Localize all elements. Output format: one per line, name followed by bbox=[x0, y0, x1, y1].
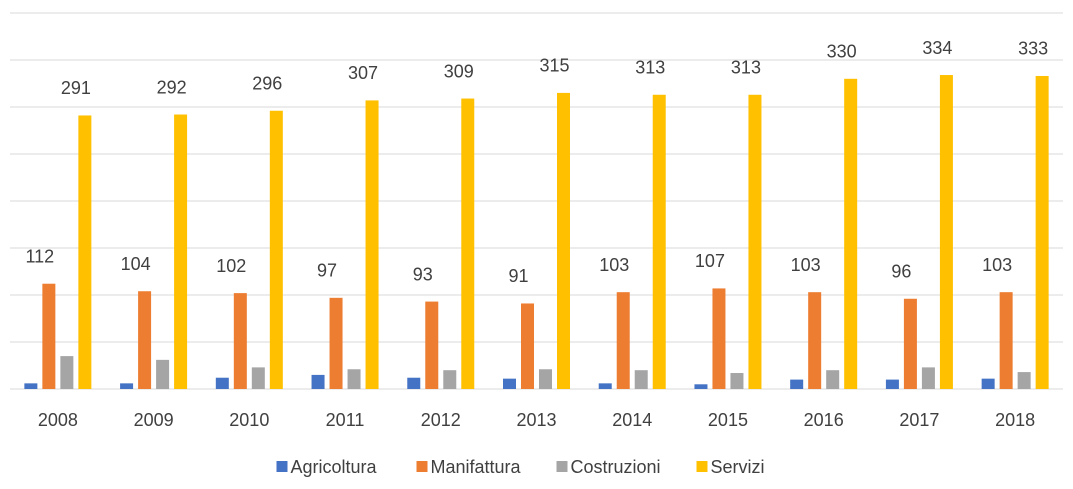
data-label: 93 bbox=[413, 264, 433, 284]
bar bbox=[347, 369, 361, 389]
data-label: 103 bbox=[791, 255, 821, 275]
data-label: 112 bbox=[26, 246, 55, 266]
bar bbox=[1035, 75, 1049, 389]
bar bbox=[712, 288, 726, 389]
bar bbox=[269, 110, 283, 389]
bar bbox=[60, 356, 74, 389]
data-label: 309 bbox=[444, 61, 474, 81]
x-tick-label: 2016 bbox=[804, 410, 844, 430]
data-label: 313 bbox=[731, 58, 761, 78]
bar bbox=[730, 373, 744, 389]
bar bbox=[539, 369, 552, 389]
data-label: 334 bbox=[922, 38, 952, 58]
x-tick-label: 2011 bbox=[326, 410, 365, 430]
x-tick-label: 2014 bbox=[612, 410, 652, 430]
bar bbox=[503, 378, 516, 389]
data-label: 333 bbox=[1018, 39, 1048, 59]
legend-swatch bbox=[416, 461, 428, 472]
bar bbox=[138, 291, 152, 389]
data-label: 104 bbox=[121, 254, 151, 274]
data-label: 107 bbox=[695, 251, 725, 271]
bar bbox=[443, 370, 457, 389]
data-label: 103 bbox=[599, 255, 629, 275]
data-label: 296 bbox=[252, 74, 282, 94]
data-label: 292 bbox=[157, 77, 187, 97]
x-tick-label: 2017 bbox=[899, 410, 939, 430]
bar bbox=[174, 114, 188, 390]
data-label: 96 bbox=[891, 262, 911, 282]
data-label: 103 bbox=[982, 255, 1012, 275]
bar bbox=[521, 303, 534, 389]
x-tick-label: 2018 bbox=[995, 410, 1035, 430]
bar bbox=[425, 301, 439, 389]
x-tick-label: 2009 bbox=[134, 410, 174, 430]
x-tick-label: 2012 bbox=[421, 410, 461, 430]
bar bbox=[311, 374, 325, 389]
bar bbox=[999, 292, 1013, 389]
bar bbox=[251, 367, 265, 389]
legend-swatch bbox=[276, 461, 288, 472]
bar bbox=[329, 297, 343, 389]
bar bbox=[24, 383, 38, 389]
bar bbox=[981, 378, 995, 389]
bar bbox=[790, 379, 804, 389]
bar bbox=[1017, 372, 1031, 389]
bar bbox=[844, 78, 858, 390]
bar bbox=[921, 367, 935, 389]
bar bbox=[557, 92, 570, 390]
bar bbox=[461, 98, 475, 389]
data-label: 313 bbox=[635, 58, 665, 78]
bar bbox=[748, 94, 762, 389]
x-tick-label: 2013 bbox=[516, 410, 556, 430]
bar bbox=[903, 298, 917, 389]
data-label: 102 bbox=[216, 256, 246, 276]
data-label: 91 bbox=[508, 266, 528, 286]
bar bbox=[652, 94, 666, 389]
legend-swatch bbox=[556, 461, 568, 472]
data-label: 330 bbox=[827, 42, 857, 62]
bar bbox=[694, 384, 708, 389]
bar bbox=[885, 379, 899, 389]
legend-label: Costruzioni bbox=[571, 457, 661, 477]
bar bbox=[634, 370, 648, 389]
bar bbox=[939, 75, 953, 389]
data-label: 307 bbox=[348, 63, 378, 83]
bar bbox=[365, 100, 379, 390]
data-label: 291 bbox=[61, 78, 91, 98]
bar bbox=[407, 377, 421, 389]
bar bbox=[120, 383, 134, 389]
bar bbox=[616, 292, 630, 389]
bar bbox=[808, 292, 822, 389]
bar bbox=[826, 370, 840, 389]
legend-label: Agricoltura bbox=[291, 457, 378, 477]
bar bbox=[215, 377, 229, 389]
bar bbox=[598, 383, 612, 389]
x-tick-label: 2015 bbox=[708, 410, 748, 430]
bar bbox=[156, 359, 170, 389]
bar bbox=[42, 283, 56, 389]
legend-label: Manifattura bbox=[431, 457, 522, 477]
data-label: 97 bbox=[317, 261, 337, 281]
legend-label: Servizi bbox=[711, 457, 765, 477]
bar bbox=[78, 115, 92, 390]
x-tick-label: 2010 bbox=[229, 410, 269, 430]
legend-swatch bbox=[696, 461, 708, 472]
x-tick-label: 2008 bbox=[38, 410, 78, 430]
data-label: 315 bbox=[539, 56, 569, 76]
bar bbox=[233, 293, 247, 389]
